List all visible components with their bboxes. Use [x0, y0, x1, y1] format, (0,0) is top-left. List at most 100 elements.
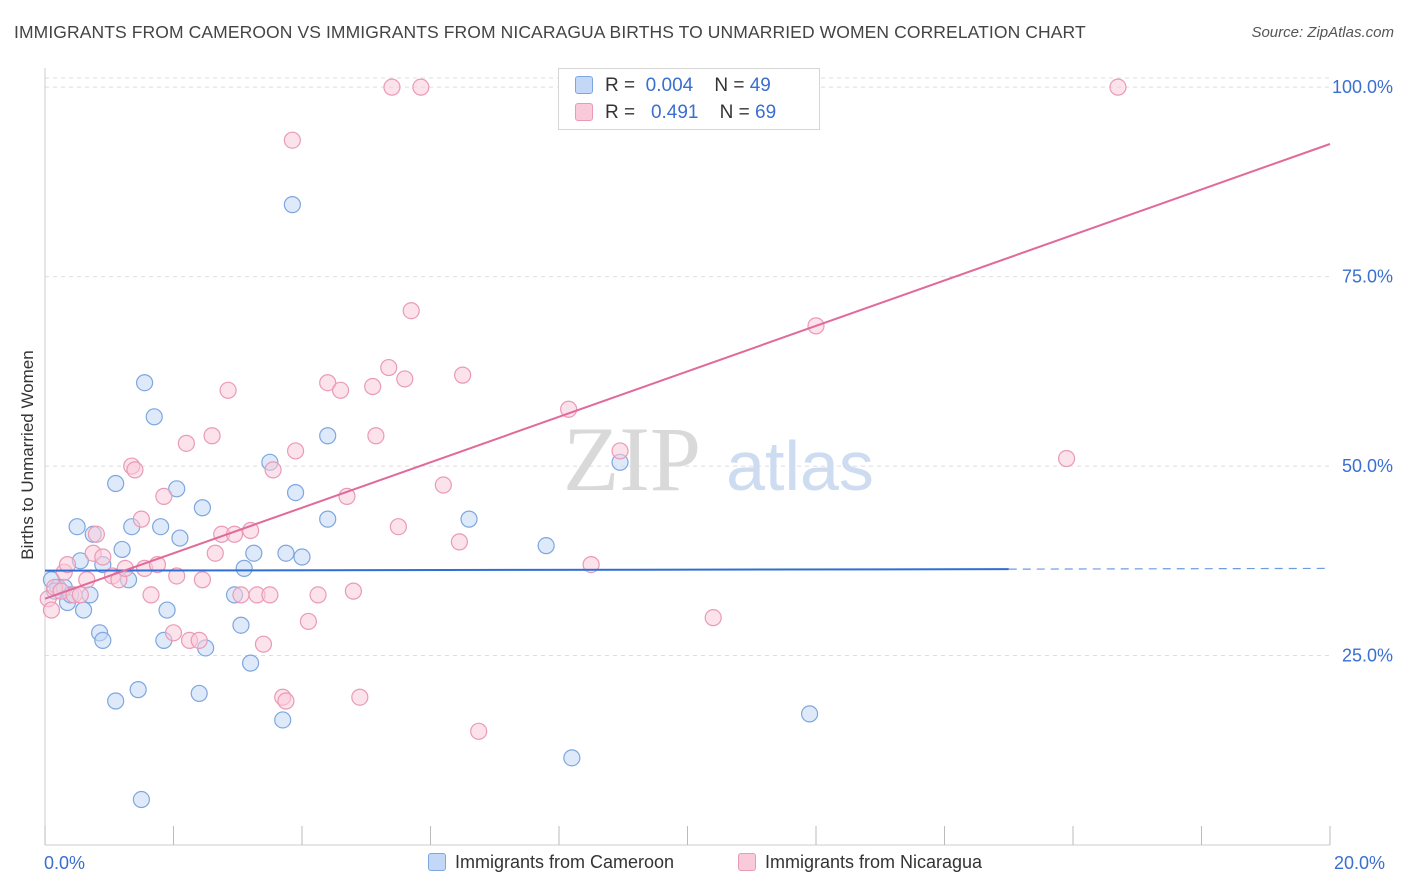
data-point-cameroon	[245, 544, 263, 562]
source-label: Source: ZipAtlas.com	[1251, 24, 1394, 41]
data-point-nicaragua	[309, 586, 327, 604]
data-point-nicaragua	[286, 442, 305, 460]
data-point-nicaragua	[203, 427, 221, 445]
legend-item-nicaragua[interactable]: Immigrants from Nicaragua	[738, 852, 982, 873]
data-point-cameroon	[113, 540, 131, 559]
y-tick-label: 100.0%	[1332, 77, 1393, 97]
r-label-nicaragua: R =	[605, 102, 636, 123]
data-point-nicaragua	[1109, 78, 1127, 96]
legend-swatch-nicaragua	[738, 853, 756, 871]
legend-item-cameroon[interactable]: Immigrants from Cameroon	[428, 852, 674, 873]
data-point-nicaragua	[611, 442, 629, 460]
data-point-nicaragua	[206, 544, 224, 562]
legend: Immigrants from Cameroon Immigrants from…	[0, 852, 1406, 876]
n-label-nicaragua: N =	[719, 102, 750, 123]
data-point-nicaragua	[396, 370, 414, 388]
y-tick-label: 50.0%	[1342, 456, 1393, 476]
data-point-nicaragua	[168, 567, 186, 585]
data-point-cameroon	[107, 474, 125, 493]
data-point-nicaragua	[264, 461, 282, 479]
data-point-cameroon	[563, 749, 581, 767]
data-point-nicaragua	[331, 381, 350, 399]
data-point-cameroon	[274, 711, 292, 729]
data-point-nicaragua	[434, 476, 452, 494]
y-tick-label: 25.0%	[1342, 646, 1393, 666]
data-point-nicaragua	[351, 688, 369, 706]
data-point-nicaragua	[470, 722, 488, 740]
data-point-cameroon	[129, 681, 147, 699]
data-point-nicaragua	[1057, 449, 1076, 468]
data-point-nicaragua	[383, 78, 401, 96]
cameroon-swatch	[575, 76, 593, 94]
watermark: ZIP atlas	[563, 408, 874, 510]
axes	[44, 68, 1331, 846]
trend-lines	[44, 143, 1331, 600]
data-point-nicaragua	[367, 427, 385, 445]
data-point-nicaragua	[126, 461, 144, 479]
data-point-cameroon	[168, 480, 186, 498]
x-axis-max-label: 20.0%	[1334, 853, 1386, 873]
data-point-cameroon	[277, 544, 295, 562]
data-point-cameroon	[171, 529, 189, 547]
data-point-nicaragua	[389, 518, 407, 536]
data-point-nicaragua	[704, 609, 722, 627]
data-point-nicaragua	[94, 548, 112, 566]
data-point-cameroon	[145, 408, 163, 426]
y-tick-labels: 25.0% 50.0% 75.0% 100.0%	[1332, 77, 1393, 665]
data-point-nicaragua	[582, 555, 600, 574]
data-point-nicaragua	[402, 302, 420, 320]
data-point-nicaragua	[193, 571, 212, 589]
data-point-cameroon	[286, 484, 305, 502]
nicaragua-swatch	[575, 103, 593, 121]
trend-line-cameroon	[44, 568, 1009, 572]
n-value-cameroon: 49	[749, 75, 771, 96]
watermark-zip: ZIP	[563, 408, 701, 510]
trend-line-cameroon-extension	[1008, 567, 1331, 570]
data-point-nicaragua	[132, 510, 150, 528]
data-point-nicaragua	[42, 601, 61, 619]
data-point-cameroon	[232, 616, 250, 634]
data-point-nicaragua	[78, 571, 96, 589]
stats-box: R = 0.004 N = 49 R = 0.491 N = 69	[558, 68, 820, 130]
data-point-cameroon	[107, 692, 125, 710]
data-point-nicaragua	[58, 555, 77, 574]
data-point-cameroon	[319, 510, 337, 528]
data-point-cameroon	[800, 705, 819, 723]
stats-row-cameroon: R = 0.004 N = 49	[575, 75, 771, 99]
data-point-nicaragua	[319, 374, 337, 392]
data-point-cameroon	[460, 510, 478, 528]
data-point-cameroon	[74, 601, 93, 619]
stats-row-nicaragua: R = 0.491 N = 69	[575, 102, 776, 126]
data-point-cameroon	[190, 684, 208, 703]
data-point-nicaragua	[261, 586, 279, 604]
data-point-nicaragua	[454, 366, 472, 384]
data-point-cameroon	[152, 518, 170, 536]
data-point-nicaragua	[254, 635, 273, 653]
data-point-nicaragua	[155, 487, 173, 505]
data-point-nicaragua	[344, 582, 362, 600]
legend-label-cameroon: Immigrants from Cameroon	[455, 852, 675, 872]
data-point-nicaragua	[283, 131, 301, 149]
r-value-nicaragua: 0.491	[650, 102, 699, 123]
data-point-cameroon	[293, 548, 311, 566]
data-point-nicaragua	[190, 631, 208, 649]
data-point-cameroon	[135, 374, 154, 392]
data-point-cameroon	[242, 654, 260, 672]
chart-title: IMMIGRANTS FROM CAMEROON VS IMMIGRANTS F…	[14, 22, 1086, 42]
data-point-nicaragua	[450, 533, 469, 551]
r-value-cameroon: 0.004	[645, 75, 694, 96]
data-point-nicaragua	[71, 586, 89, 604]
data-point-nicaragua	[299, 612, 318, 631]
trend-line-nicaragua	[44, 143, 1331, 600]
data-point-cameroon	[158, 601, 176, 619]
n-value-nicaragua: 69	[755, 102, 777, 123]
legend-label-nicaragua: Immigrants from Nicaragua	[765, 852, 983, 872]
watermark-atlas: atlas	[726, 427, 874, 505]
data-point-cameroon	[283, 196, 301, 214]
data-point-nicaragua	[412, 78, 430, 96]
data-point-nicaragua	[364, 377, 382, 396]
data-point-nicaragua	[219, 381, 237, 399]
data-point-nicaragua	[380, 358, 398, 377]
data-point-cameroon	[132, 790, 150, 809]
